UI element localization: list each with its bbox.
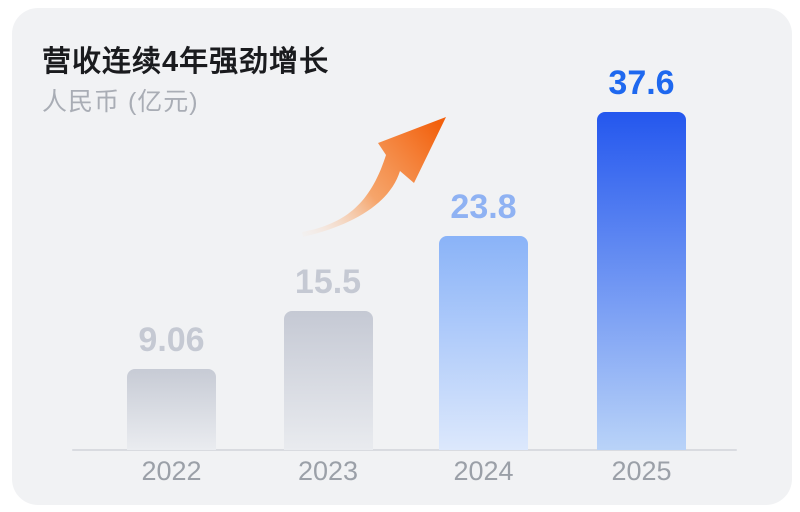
x-axis-baseline xyxy=(72,449,737,451)
year-label-2024: 2024 xyxy=(453,456,514,486)
bar-2025 xyxy=(597,112,686,450)
bar-2023 xyxy=(283,311,373,450)
bar-value-2022: 9.06 xyxy=(138,321,205,359)
bar-2022 xyxy=(127,369,216,450)
year-label-2025: 2025 xyxy=(611,456,672,486)
bar-value-2024: 23.8 xyxy=(450,188,517,226)
chart-title: 营收连续4年强劲增长 xyxy=(42,46,330,78)
bar-value-2025: 37.6 xyxy=(608,64,675,102)
arrow-swoosh-path xyxy=(302,117,446,237)
bar-2024 xyxy=(439,236,528,450)
chart-subtitle: 人民币 (亿元) xyxy=(42,88,199,116)
year-label-2022: 2022 xyxy=(141,456,202,486)
bar-value-2023: 15.5 xyxy=(294,263,362,301)
year-label-2023: 2023 xyxy=(297,456,359,486)
growth-trend-arrow-icon xyxy=(302,117,446,237)
